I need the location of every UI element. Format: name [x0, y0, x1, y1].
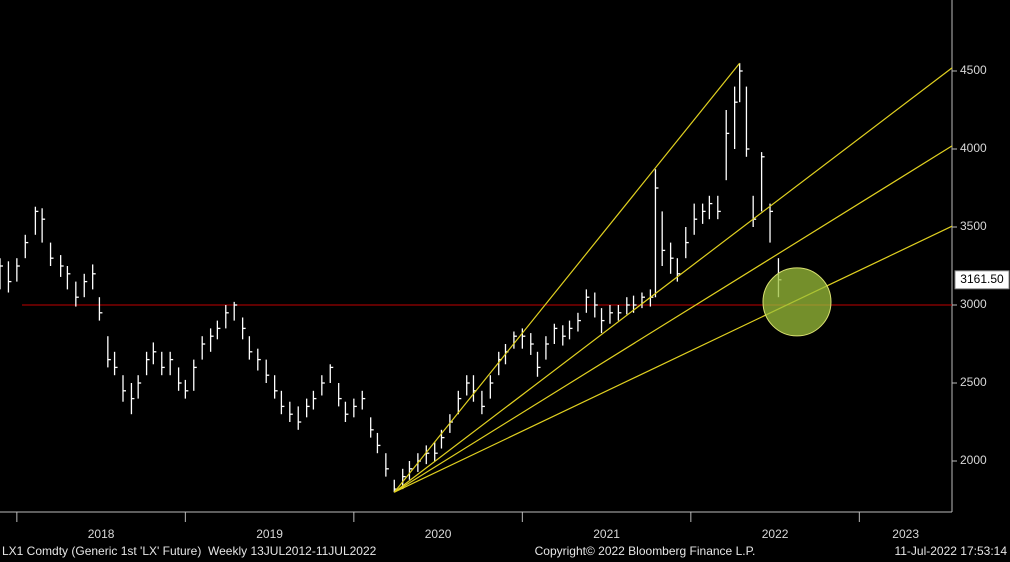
trend-line	[394, 225, 953, 493]
footer-center: Copyright© 2022 Bloomberg Finance L.P.	[535, 544, 756, 558]
y-tick-label: 2500	[960, 375, 987, 389]
x-tick-label: 2021	[593, 527, 620, 541]
last-price-box	[954, 270, 1010, 290]
y-tick-label: 2000	[960, 453, 987, 467]
x-tick-label: 2020	[425, 527, 452, 541]
x-tick-label: 2023	[892, 527, 919, 541]
x-tick-label: 2022	[762, 527, 789, 541]
y-tick-label: 4000	[960, 141, 987, 155]
x-tick-label: 2019	[256, 527, 283, 541]
trend-line	[393, 145, 953, 493]
last-price-label: 3161.50	[960, 272, 1004, 286]
y-tick-label: 3000	[960, 297, 987, 311]
trend-line	[393, 67, 953, 493]
y-tick-label: 3500	[960, 219, 987, 233]
footer-left: LX1 Comdty (Generic 1st 'LX' Future) Wee…	[2, 544, 377, 558]
highlight-circle	[762, 267, 832, 337]
footer-right: 11-Jul-2022 17:53:14	[894, 544, 1007, 558]
y-tick-label: 4500	[960, 63, 987, 77]
x-tick-label: 2018	[88, 527, 115, 541]
trend-line	[393, 62, 741, 493]
